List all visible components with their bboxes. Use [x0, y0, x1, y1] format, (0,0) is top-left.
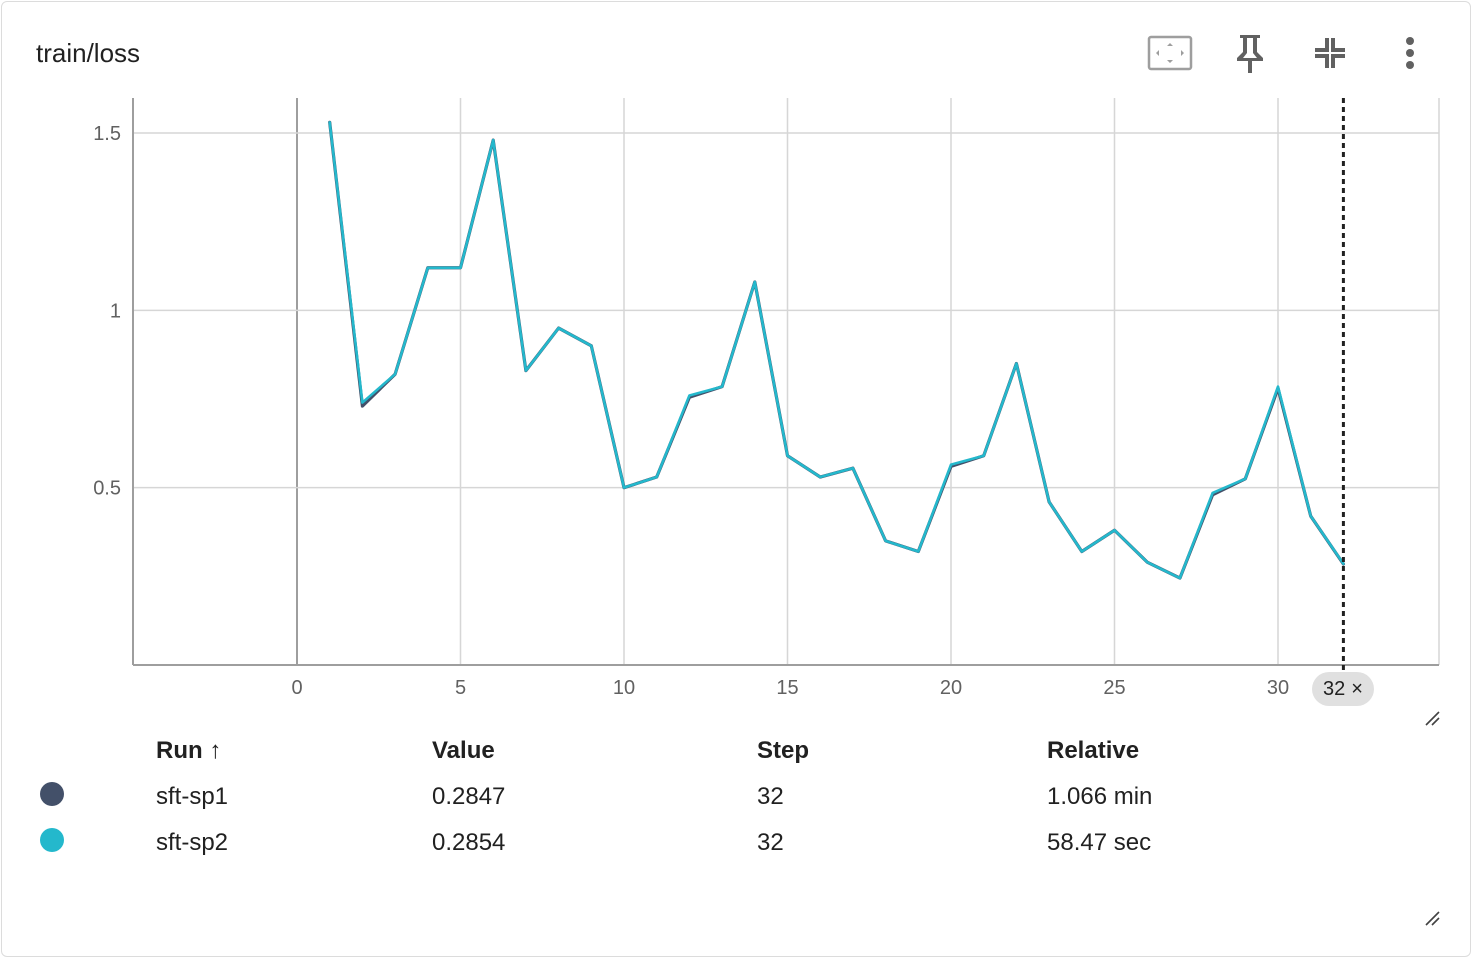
- step-column-header[interactable]: Step: [757, 737, 810, 764]
- value-column-header[interactable]: Value: [432, 737, 495, 764]
- step-cell: 32: [757, 783, 784, 810]
- x-tick-label: 0: [291, 677, 302, 699]
- x-tick-label: 25: [1103, 677, 1125, 699]
- run-color-cell: [28, 774, 156, 820]
- relative-column-header[interactable]: Relative: [1047, 737, 1140, 764]
- series-line-sft-sp1: [328, 120, 1346, 580]
- y-tick-label: 0.5: [93, 478, 121, 500]
- table-row: sft-sp2 0.2854 32 58.47 sec: [28, 820, 1347, 866]
- relative-cell: 58.47 sec: [1047, 829, 1152, 856]
- chart-title: train/loss: [36, 38, 141, 68]
- y-tick-label: 1.5: [93, 123, 121, 145]
- x-tick-label: 5: [455, 677, 466, 699]
- close-icon[interactable]: ×: [1351, 677, 1363, 700]
- more-vert-icon: [1406, 37, 1414, 69]
- value-cell: 0.2854: [432, 829, 506, 856]
- relative-cell: 1.066 min: [1047, 783, 1153, 810]
- chart-toolbar: [1130, 30, 1450, 76]
- table-header-row: Run ↑ Value Step Relative: [28, 728, 1347, 774]
- more-options-button[interactable]: [1370, 30, 1450, 76]
- run-name-cell: sft-sp2: [156, 829, 229, 856]
- run-column-header[interactable]: Run ↑: [156, 737, 222, 764]
- pin-icon: [1237, 35, 1263, 73]
- color-column-header: [28, 728, 156, 774]
- value-cell: 0.2847: [432, 783, 506, 810]
- x-tick-label: 20: [940, 677, 962, 699]
- step-chip-label: 32: [1323, 677, 1346, 700]
- run-color-swatch: [40, 827, 64, 852]
- series-line-sft-sp2: [328, 121, 1345, 580]
- fit-to-domain-button[interactable]: [1130, 30, 1210, 76]
- run-color-cell: [28, 820, 156, 866]
- runs-table: Run ↑ Value Step Relative sft-sp1 0.2847…: [28, 728, 1347, 866]
- pin-button[interactable]: [1210, 30, 1290, 76]
- fit-to-domain-icon: [1147, 35, 1193, 71]
- line-chart[interactable]: 0 5 10 15 20 25 30 0.5 1 1.5: [0, 0, 1474, 720]
- resize-handle-icon[interactable]: [1424, 710, 1440, 726]
- x-tick-label: 30: [1267, 677, 1289, 699]
- resize-handle-icon[interactable]: [1424, 910, 1440, 926]
- x-tick-label: 15: [776, 677, 798, 699]
- table-row: sft-sp1 0.2847 32 1.066 min: [28, 774, 1347, 820]
- run-color-swatch: [40, 781, 64, 806]
- x-tick-label: 10: [613, 677, 635, 699]
- run-name-cell: sft-sp1: [156, 783, 229, 810]
- step-cursor-chip[interactable]: 32 ×: [1312, 672, 1374, 706]
- step-cell: 32: [757, 829, 784, 856]
- y-tick-label: 1: [110, 300, 121, 322]
